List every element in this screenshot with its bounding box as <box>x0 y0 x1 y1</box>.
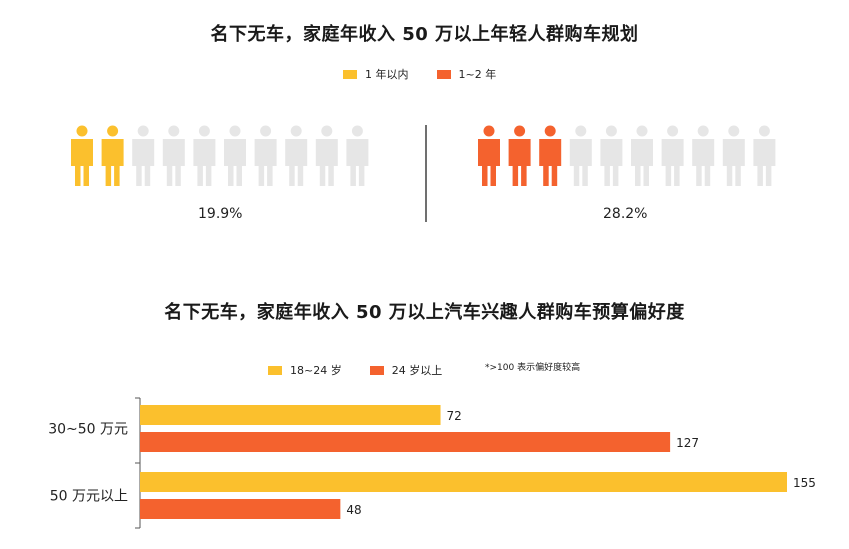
legend-swatch <box>268 365 282 375</box>
person-icon <box>346 125 369 186</box>
person-icon <box>315 125 338 186</box>
legend-item-1-2-years: 1~2 年 <box>436 66 497 82</box>
person-icon <box>254 125 277 186</box>
legend-swatch <box>343 69 357 79</box>
legend-item-24-plus: 24 岁以上 <box>369 362 443 378</box>
bar <box>140 499 341 519</box>
person-icon <box>508 125 531 186</box>
person-icon <box>722 125 745 186</box>
legend-item-18-24: 18~24 岁 <box>268 362 342 378</box>
person-icon <box>193 125 216 186</box>
bar-value-label: 72 <box>447 409 462 423</box>
legend-item-within-1-year: 1 年以内 <box>343 66 409 82</box>
person-icon <box>753 125 776 186</box>
bar-value-label: 155 <box>793 476 816 490</box>
person-icon <box>132 125 155 186</box>
bar-chart-title: 名下无车，家庭年收入 50 万以上汽车兴趣人群购车预算偏好度 <box>164 302 685 323</box>
bar-value-label: 48 <box>346 503 361 517</box>
person-icon <box>631 125 653 186</box>
pictogram-legend: 1 年以内 1~2 年 <box>343 66 524 82</box>
category-label: 30~50 万元 <box>48 422 128 438</box>
person-icon <box>478 125 500 186</box>
person-icon <box>569 125 592 186</box>
legend-swatch <box>369 365 384 375</box>
person-icon <box>661 125 684 186</box>
person-icon <box>101 125 124 186</box>
pictogram-title: 名下无车，家庭年收入 50 万以上年轻人群购车规划 <box>210 24 639 45</box>
bar <box>140 432 671 452</box>
category-label: 50 万元以上 <box>50 489 128 505</box>
person-icon <box>71 125 93 186</box>
person-icon <box>539 125 562 186</box>
person-icon <box>692 125 715 186</box>
person-icon <box>224 125 246 186</box>
legend-swatch <box>436 69 451 79</box>
legend-label: 1 年以内 <box>365 68 409 81</box>
bar <box>140 472 787 492</box>
legend-label: 24 岁以上 <box>391 364 443 377</box>
bar-legend: 18~24 岁 24 岁以上 <box>268 362 470 378</box>
bar <box>140 405 441 425</box>
person-icon <box>600 125 623 186</box>
bar-value-label: 127 <box>676 436 699 450</box>
pct-label-within-1-year: 19.9% <box>198 206 243 222</box>
chart-note: *>100 表示偏好度较高 <box>485 363 581 373</box>
person-icon <box>285 125 308 186</box>
pct-label-1-2-years: 28.2% <box>603 206 648 222</box>
legend-label: 1~2 年 <box>458 68 497 81</box>
legend-label: 18~24 岁 <box>290 364 342 377</box>
person-icon <box>162 125 185 186</box>
